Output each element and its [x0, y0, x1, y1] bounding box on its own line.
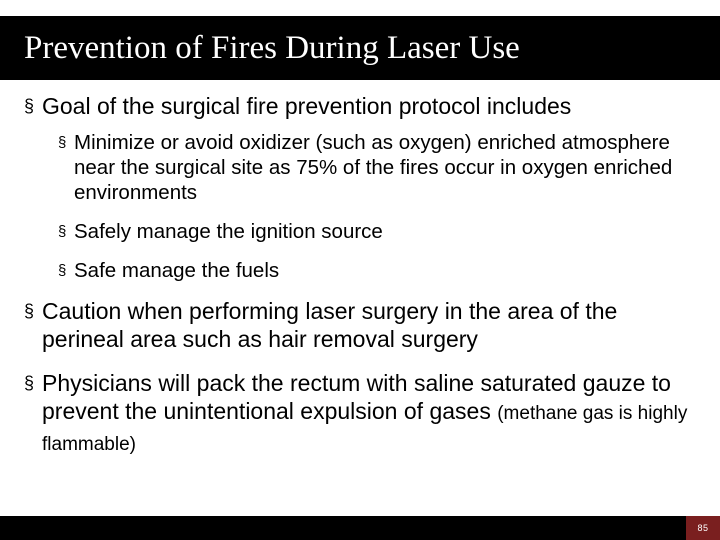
bullet-text: Goal of the surgical fire prevention pro…	[42, 92, 571, 120]
bullet-marker-icon: §	[24, 92, 42, 120]
footer-band	[0, 516, 720, 540]
bullet-marker-icon: §	[58, 130, 74, 205]
bullet-marker-icon: §	[58, 219, 74, 244]
page-number: 85	[697, 523, 708, 533]
bullet-marker-icon: §	[58, 258, 74, 283]
title-band: Prevention of Fires During Laser Use	[0, 16, 720, 80]
sub-bullet-group: § Minimize or avoid oxidizer (such as ox…	[24, 130, 696, 283]
bullet-level1: § Caution when performing laser surgery …	[24, 297, 696, 353]
bullet-text: Caution when performing laser surgery in…	[42, 297, 696, 353]
bullet-text: Safe manage the fuels	[74, 258, 279, 283]
slide-title: Prevention of Fires During Laser Use	[24, 30, 520, 67]
bullet-level1: § Goal of the surgical fire prevention p…	[24, 92, 696, 120]
bullet-level2: § Safely manage the ignition source	[58, 219, 696, 244]
bullet-text: Physicians will pack the rectum with sal…	[42, 369, 696, 459]
bullet-marker-icon: §	[24, 369, 42, 459]
page-number-badge: 85	[686, 516, 720, 540]
bullet-level1: § Physicians will pack the rectum with s…	[24, 369, 696, 459]
slide: Prevention of Fires During Laser Use § G…	[0, 0, 720, 540]
bullet-marker-icon: §	[24, 297, 42, 353]
bullet-level2: § Minimize or avoid oxidizer (such as ox…	[58, 130, 696, 205]
bullet-text: Safely manage the ignition source	[74, 219, 383, 244]
bullet-level2: § Safe manage the fuels	[58, 258, 696, 283]
bullet-text: Minimize or avoid oxidizer (such as oxyg…	[74, 130, 696, 205]
slide-body: § Goal of the surgical fire prevention p…	[24, 92, 696, 469]
